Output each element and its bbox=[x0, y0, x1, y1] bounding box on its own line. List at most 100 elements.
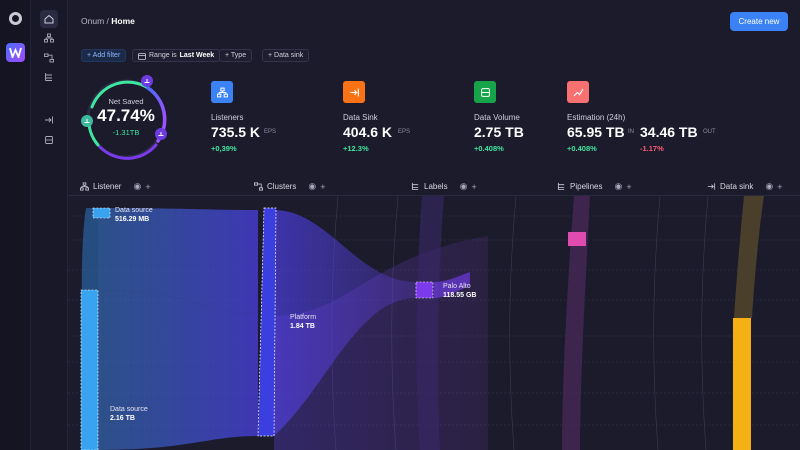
eye-icon[interactable]: ◉ bbox=[133, 181, 142, 191]
data-sink-filter-button[interactable]: + Data sink bbox=[262, 49, 310, 62]
gauge-label: Net Saved bbox=[108, 97, 144, 106]
home-icon[interactable] bbox=[40, 10, 58, 28]
pipelines-column-bar bbox=[562, 196, 590, 450]
listener-node-source1[interactable] bbox=[92, 207, 111, 219]
cluster-node-platform[interactable] bbox=[257, 207, 277, 437]
paloalto-label: Palo Alto 118.55 GB bbox=[443, 282, 476, 300]
column-labels-label: Labels bbox=[424, 182, 448, 191]
column-labels: Labels ◉ + bbox=[411, 181, 477, 192]
breadcrumb: Onum / Home bbox=[81, 16, 135, 26]
flow-icon[interactable] bbox=[40, 49, 58, 67]
column-clusters-label: Clusters bbox=[267, 182, 297, 191]
range-filter-chip[interactable]: Range is Last Week bbox=[132, 49, 221, 62]
source2-name: Data source bbox=[110, 406, 148, 413]
data-volume-change: +0.408% bbox=[474, 144, 504, 153]
breadcrumb-current: Home bbox=[111, 16, 135, 26]
listener-node-source2[interactable] bbox=[80, 289, 99, 450]
source1-label: Data source 516.29 MB bbox=[115, 206, 153, 224]
listeners-title: Listeners bbox=[211, 113, 244, 122]
plus-icon[interactable]: + bbox=[471, 181, 477, 192]
eye-icon[interactable]: ◉ bbox=[308, 181, 317, 191]
data-volume-title: Data Volume bbox=[474, 113, 520, 122]
data-sink-unit: EPS bbox=[398, 129, 411, 135]
estimation-out-value: 34.46 TB bbox=[640, 124, 698, 140]
listener-column-icon bbox=[80, 182, 89, 191]
eye-icon[interactable]: ◉ bbox=[614, 181, 623, 191]
data-sink-change: +12.3% bbox=[343, 144, 369, 153]
flow-source1-platform bbox=[98, 208, 258, 314]
listeners-unit: EPS bbox=[264, 129, 277, 135]
type-filter-button[interactable]: + Type bbox=[219, 49, 253, 62]
app-rail bbox=[0, 0, 31, 450]
label-node-paloalto[interactable] bbox=[415, 281, 434, 299]
source2-size: 2.16 TB bbox=[110, 415, 135, 422]
pipelines-column-icon bbox=[557, 182, 565, 191]
breadcrumb-separator: / bbox=[106, 16, 109, 26]
estimation-in-value: 65.95 TB bbox=[567, 124, 625, 140]
column-pipelines-label: Pipelines bbox=[570, 182, 603, 191]
header-divider bbox=[68, 195, 800, 196]
estimation-out-unit: OUT bbox=[703, 129, 716, 135]
plus-icon[interactable]: + bbox=[320, 181, 326, 192]
gauge-delta: -1.31TB bbox=[112, 128, 140, 137]
column-clusters: Clusters ◉ + bbox=[254, 181, 325, 192]
plus-icon[interactable]: + bbox=[626, 181, 632, 192]
workspace-icon[interactable] bbox=[6, 43, 25, 62]
paloalto-name: Palo Alto bbox=[443, 283, 471, 290]
storage-icon[interactable] bbox=[40, 131, 58, 149]
add-filter-button[interactable]: + Add filter bbox=[81, 49, 127, 62]
flow-paloalto-out bbox=[434, 272, 470, 298]
plus-icon[interactable]: + bbox=[145, 181, 151, 192]
gauge-node-left bbox=[81, 115, 93, 127]
breadcrumb-root[interactable]: Onum bbox=[81, 16, 105, 26]
gauge-node-right bbox=[155, 128, 167, 140]
onum-logo-icon[interactable] bbox=[9, 12, 22, 25]
platform-label: Platform 1.84 TB bbox=[290, 313, 316, 331]
estimation-icon bbox=[567, 81, 589, 103]
tree-icon[interactable] bbox=[40, 68, 58, 86]
paloalto-size: 118.55 GB bbox=[443, 292, 477, 299]
listeners-icon bbox=[211, 81, 233, 103]
column-listener: Listener ◉ + bbox=[80, 181, 151, 192]
listeners-value: 735.5 K bbox=[211, 124, 261, 140]
data-sink-icon bbox=[343, 81, 365, 103]
data-volume-icon bbox=[474, 81, 496, 103]
column-data-sink: Data sink ◉ + bbox=[707, 181, 782, 192]
data-volume-value: 2.75 TB bbox=[474, 124, 524, 140]
plus-icon[interactable]: + bbox=[777, 181, 783, 192]
sink-node-dim[interactable] bbox=[734, 196, 764, 318]
source1-name: Data source bbox=[115, 207, 153, 214]
gauge-value: 47.74% bbox=[97, 106, 155, 125]
column-pipelines: Pipelines ◉ + bbox=[557, 181, 632, 192]
sink-node-active[interactable] bbox=[733, 318, 751, 450]
source1-size: 516.29 MB bbox=[115, 216, 150, 223]
range-value: Last Week bbox=[179, 52, 215, 59]
platform-name: Platform bbox=[290, 314, 317, 321]
enter-icon[interactable] bbox=[40, 111, 58, 129]
hierarchy-icon[interactable] bbox=[40, 29, 58, 47]
labels-column-bar bbox=[416, 196, 444, 450]
pipeline-node[interactable] bbox=[568, 232, 586, 246]
eye-icon[interactable]: ◉ bbox=[459, 181, 468, 191]
sankey-canvas bbox=[68, 196, 800, 450]
gauge-node-top bbox=[141, 75, 153, 87]
nav-rail bbox=[31, 0, 68, 450]
eye-icon[interactable]: ◉ bbox=[765, 181, 774, 191]
column-data-sink-label: Data sink bbox=[720, 182, 754, 191]
calendar-icon bbox=[138, 52, 146, 60]
platform-size: 1.84 TB bbox=[290, 323, 315, 330]
sankey-chart: Data source 516.29 MB Data source 2.16 T… bbox=[68, 196, 800, 450]
data-sink-value: 404.6 K bbox=[343, 124, 393, 140]
listeners-change: +0,39% bbox=[211, 144, 237, 153]
estimation-in-unit: IN bbox=[628, 129, 634, 135]
clusters-column-icon bbox=[254, 182, 263, 191]
create-new-button[interactable]: Create new bbox=[730, 12, 788, 31]
net-saved-gauge bbox=[81, 75, 167, 160]
estimation-out-change: -1.17% bbox=[640, 144, 664, 153]
labels-column-icon bbox=[411, 182, 419, 191]
estimation-title: Estimation (24h) bbox=[567, 113, 626, 122]
data-sink-title: Data Sink bbox=[343, 113, 378, 122]
data-sink-column-icon bbox=[707, 183, 716, 190]
estimation-in-change: +0.408% bbox=[567, 144, 597, 153]
flow-source2-platform bbox=[98, 290, 258, 450]
